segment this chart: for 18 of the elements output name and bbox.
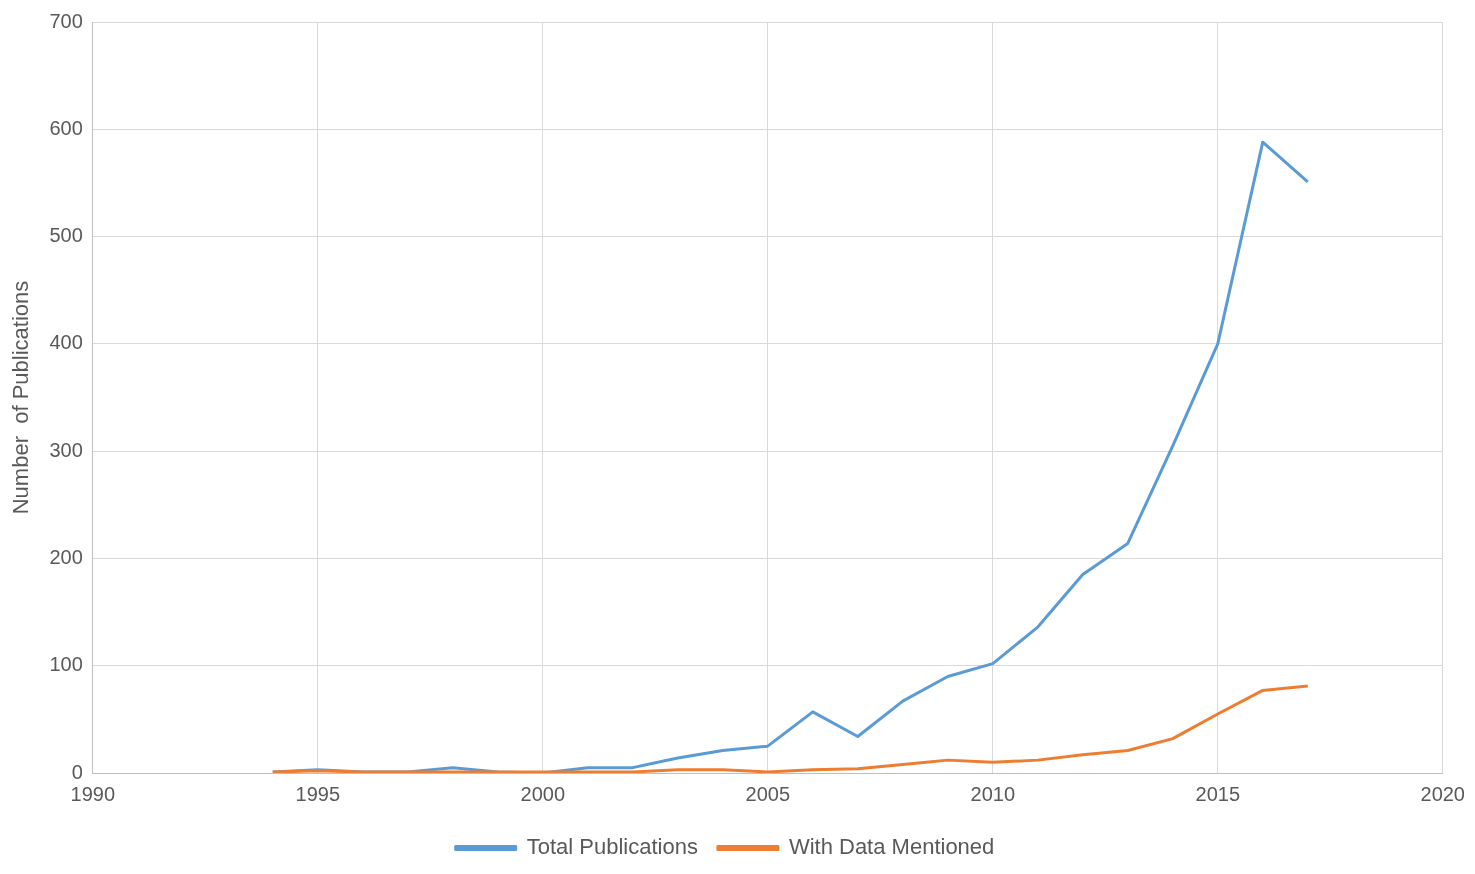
y-tick-label: 200 <box>49 545 83 568</box>
y-axis-title: Number of Publications <box>8 280 34 515</box>
y-tick-label: 100 <box>49 653 83 676</box>
legend-label: With Data Mentioned <box>788 834 995 860</box>
y-tick-label: 700 <box>49 9 83 32</box>
x-tick-label: 1990 <box>70 782 116 805</box>
y-tick-label: 500 <box>49 224 83 247</box>
y-tick-label: 0 <box>71 760 83 783</box>
x-tick-label: 1995 <box>295 782 341 805</box>
x-tick-label: 2005 <box>745 782 791 805</box>
y-tick-label: 300 <box>49 438 83 461</box>
y-tick-label: 600 <box>49 116 83 139</box>
x-tick-label: 2000 <box>520 782 566 805</box>
x-tick-label: 2010 <box>970 782 1016 805</box>
legend-label: Total Publications <box>526 834 698 860</box>
x-tick-label: 2015 <box>1195 782 1241 805</box>
y-tick-label: 400 <box>49 331 83 354</box>
x-tick-label: 2020 <box>1420 782 1465 805</box>
